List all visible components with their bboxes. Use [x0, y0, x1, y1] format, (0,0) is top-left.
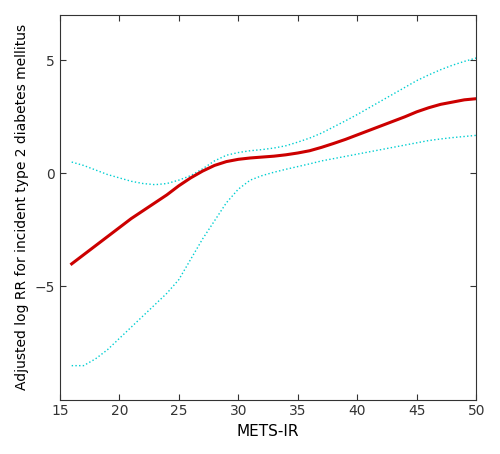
Y-axis label: Adjusted log RR for incident type 2 diabetes mellitus: Adjusted log RR for incident type 2 diab… — [15, 24, 29, 390]
X-axis label: METS-IR: METS-IR — [237, 424, 300, 439]
